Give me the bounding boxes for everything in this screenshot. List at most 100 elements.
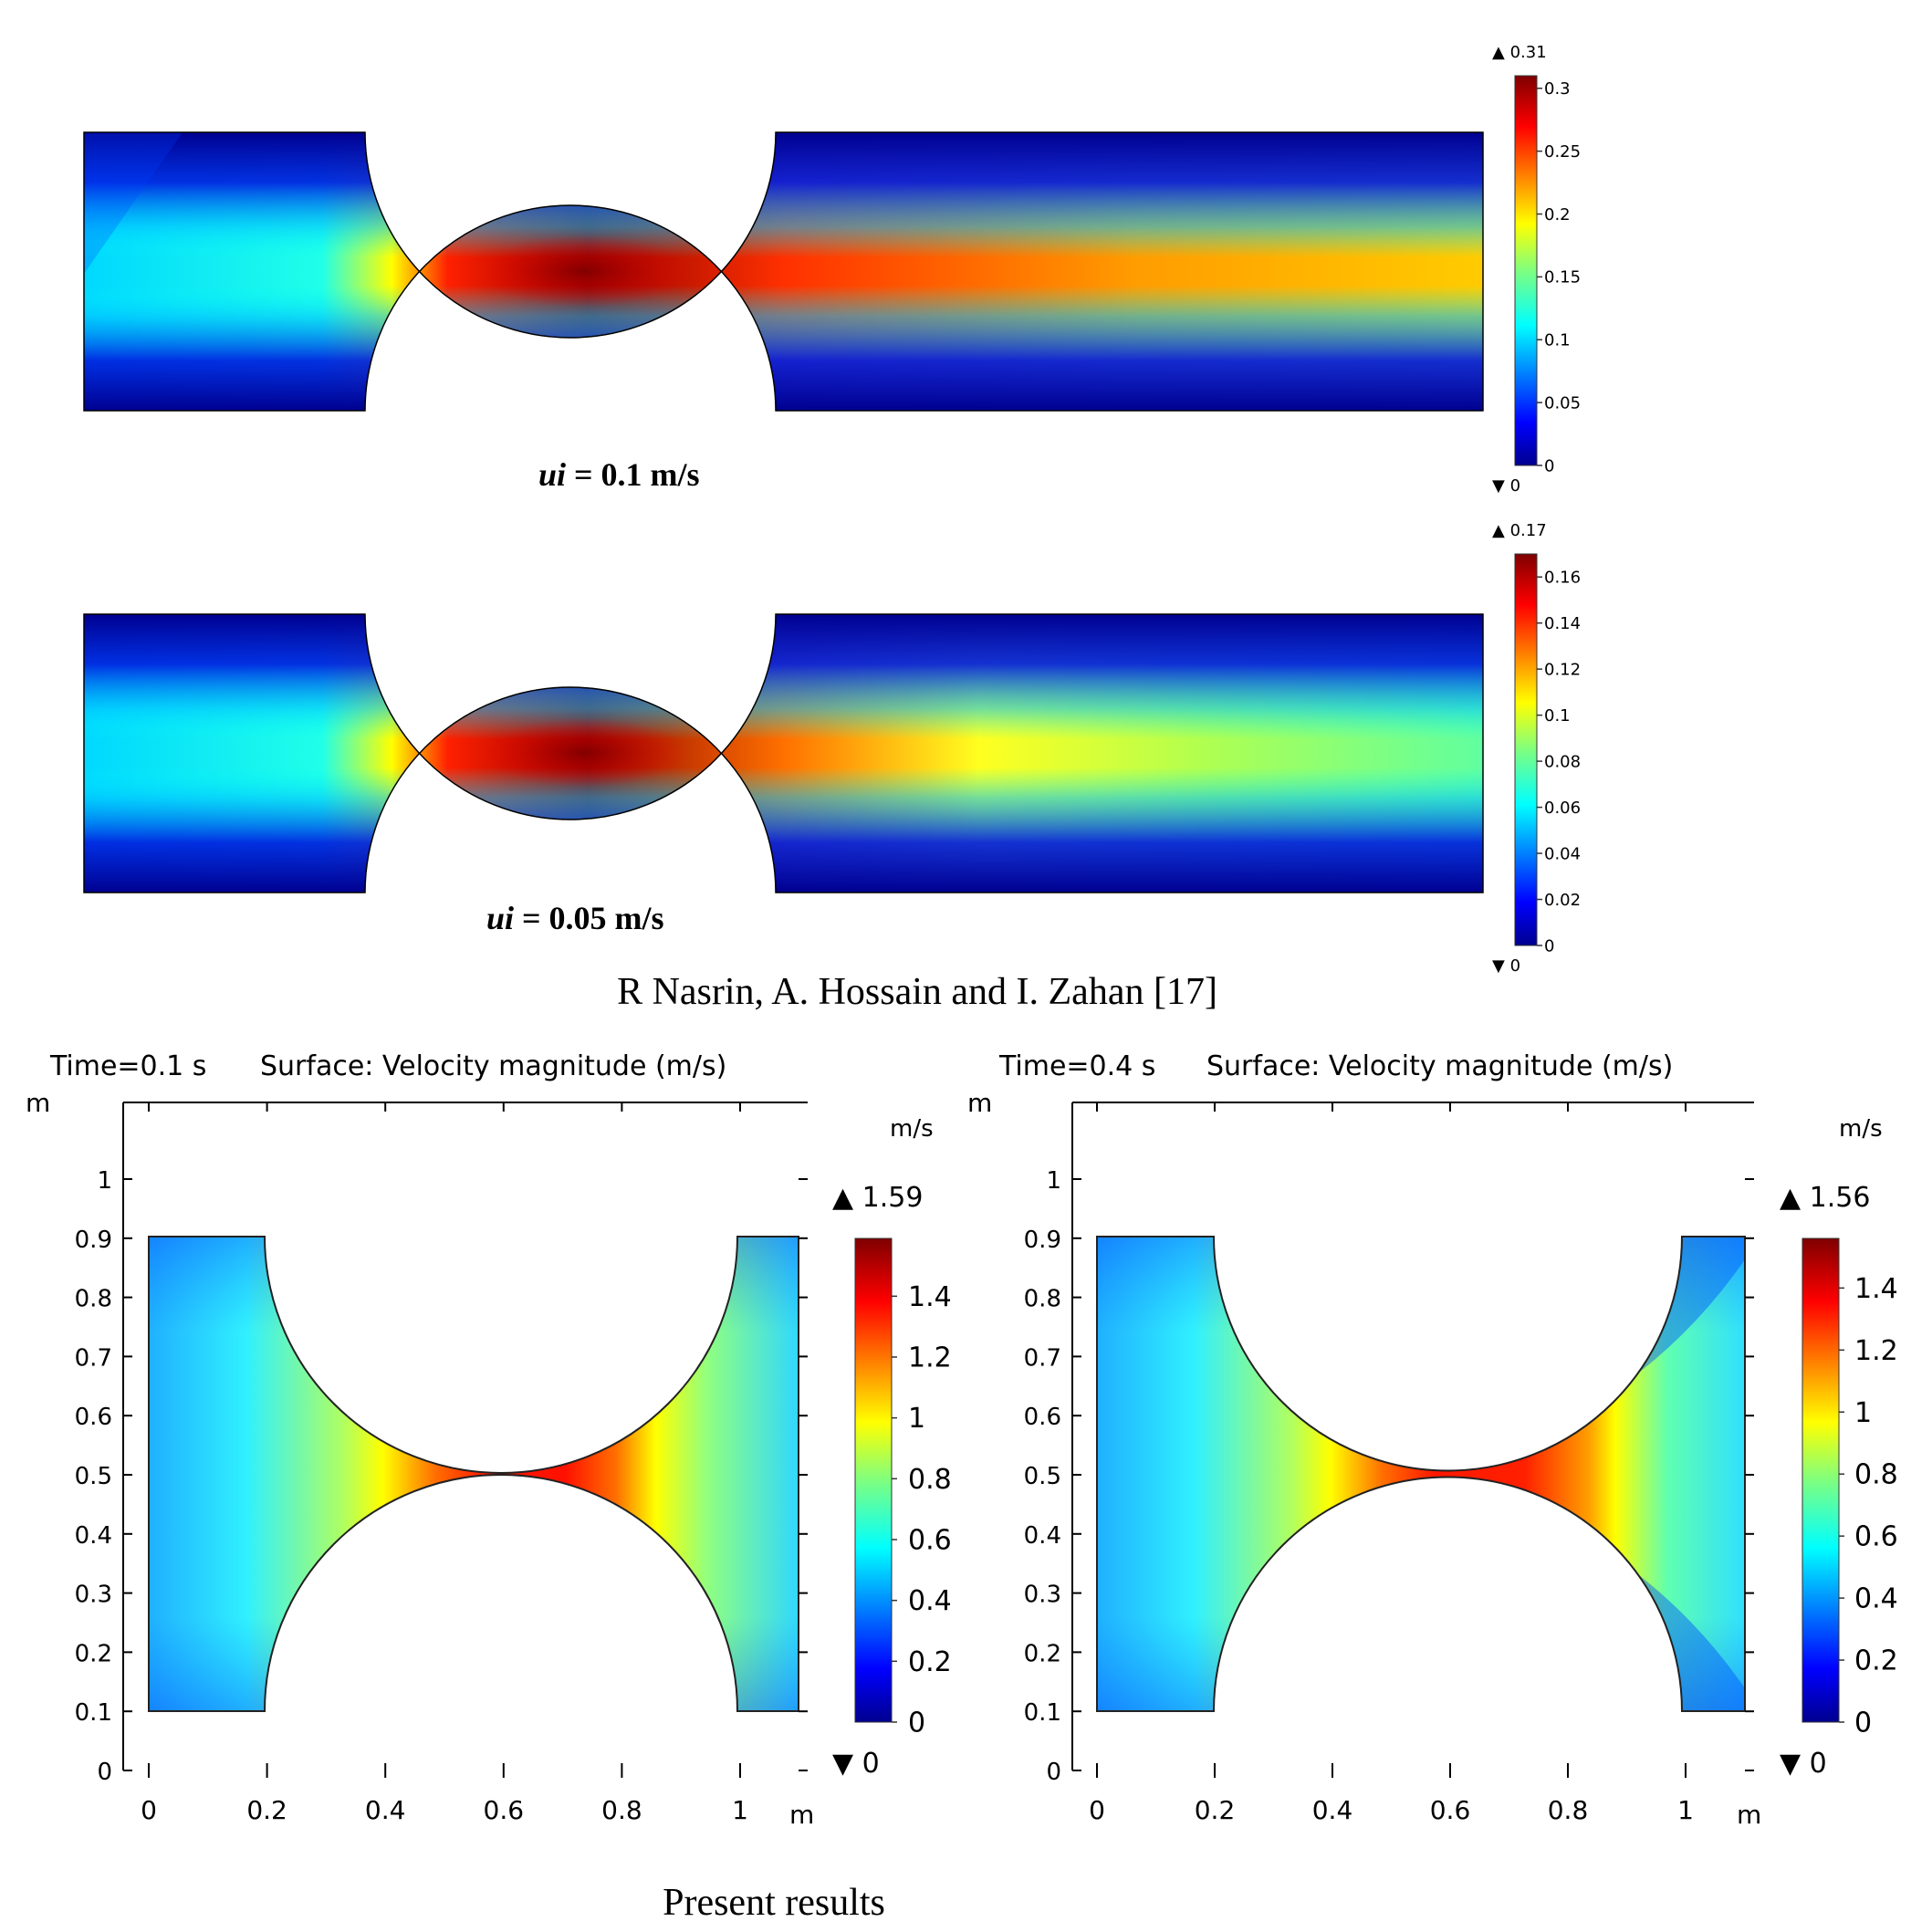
colorbar-tick-label: 0.1 [1544, 331, 1571, 350]
y-tick-label: 0.1 [75, 1699, 112, 1727]
panel-time-0-4: Time=0.4 s Surface: Velocity magnitude (… [967, 1050, 1898, 1830]
y-tick-label: 0.3 [1024, 1582, 1061, 1609]
colorbar-t-0-4: 1.4 1.2 1 0.8 0.6 0.4 0.2 0 ▲ 1.56 ▼ 0 [1780, 1182, 1898, 1780]
colorbar-tick-label: 0.6 [1854, 1521, 1898, 1553]
colorbar-tick-label: 0.05 [1544, 393, 1581, 413]
colorbar-ui-0-1: 0.3 0.25 0.2 0.15 0.1 0.05 0 ▲ 0.31 ▼ 0 [1492, 43, 1581, 496]
plot-title: Surface: Velocity magnitude (m/s) [260, 1050, 726, 1082]
colorbar-tick-label: 0.8 [1854, 1459, 1898, 1491]
colorbar-tick-label: 1.4 [908, 1281, 952, 1313]
colorbar-tick-label: 0.6 [908, 1525, 952, 1557]
panel-time-0-1: Time=0.1 s Surface: Velocity magnitude (… [26, 1050, 952, 1830]
y-tick-label: 0.6 [1024, 1404, 1061, 1431]
velocity-field-ui-0-1 [84, 132, 1483, 411]
axes-t-0-1: 0 0.2 0.4 0.6 0.8 1 0 0.1 0.2 0.3 0.4 0.5 0.6 0.7 0.8 0… [75, 1102, 808, 1825]
colorbar-tick-label: 1 [908, 1403, 925, 1435]
colorbar-ui-0-05: 0.16 0.14 0.12 0.1 0.08 0.06 0.04 0.02 0 ▲ 0.17 ▼ … [1492, 521, 1581, 976]
y-tick-label: 0.5 [75, 1463, 112, 1490]
colorbar-gradient [854, 1238, 893, 1723]
velocity-field-ui-0-05 [84, 614, 1483, 893]
y-unit-label: m [26, 1088, 50, 1118]
colorbar-tick-label: 0.2 [1544, 205, 1571, 225]
y-tick-label: 0 [1046, 1759, 1061, 1786]
colorbar-tick-label: 0.25 [1544, 142, 1581, 162]
y-tick-label: 1 [1046, 1167, 1061, 1195]
plot-title: Surface: Velocity magnitude (m/s) [1206, 1050, 1673, 1082]
x-unit-label: m [1737, 1800, 1761, 1830]
colorbar-tick-label: 0.16 [1544, 569, 1581, 588]
colorbar-tick-label: 1.4 [1854, 1273, 1898, 1305]
x-tick-label: 0.4 [1312, 1795, 1353, 1825]
y-unit-label: m [967, 1088, 992, 1118]
y-tick-label: 0.2 [75, 1640, 112, 1667]
colorbar-max-label: ▲ 0.17 [1492, 521, 1547, 540]
x-tick-label: 0.8 [1548, 1795, 1589, 1825]
colorbar-min-label: ▼ 0 [1492, 956, 1520, 976]
y-tick-label: 0.4 [75, 1522, 112, 1550]
y-tick-label: 0.7 [1024, 1344, 1061, 1372]
colorbar-tick-label: 0.8 [908, 1464, 952, 1496]
colorbar-tick-label: 0.04 [1544, 844, 1581, 863]
time-label: Time=0.4 s [998, 1050, 1155, 1082]
x-tick-label: 0.4 [365, 1795, 406, 1825]
colorbar-tick-label: 0.2 [1854, 1645, 1898, 1677]
panel-ui-0-1: ui = 0.1 m/s 0.3 0.25 0.2 0.15 0.1 0.05 0 ▲ 0.3… [83, 43, 1581, 496]
y-tick-label: 0.5 [1024, 1463, 1061, 1490]
colorbar-t-0-1: 1.4 1.2 1 0.8 0.6 0.4 0.2 0 ▲ 1.59 ▼ 0 [832, 1182, 952, 1780]
present-results-caption: Present results [663, 1882, 885, 1924]
colorbar-tick-label: 0 [1544, 936, 1554, 956]
y-tick-label: 0.9 [1024, 1227, 1061, 1254]
y-tick-label: 0.7 [75, 1344, 112, 1372]
colorbar-min-label: ▼ 0 [1780, 1748, 1827, 1780]
x-tick-label: 0.8 [601, 1795, 642, 1825]
colorbar-gradient [1514, 75, 1538, 466]
colorbar-tick-label: 0.14 [1544, 614, 1581, 633]
colorbar-tick-label: 0.3 [1544, 79, 1571, 99]
colorbar-tick-label: 0 [1854, 1707, 1872, 1739]
y-tick-label: 1 [97, 1167, 112, 1195]
x-tick-label: 0 [1089, 1795, 1105, 1825]
x-tick-label: 0.2 [1195, 1795, 1236, 1825]
x-tick-label: 1 [1677, 1795, 1694, 1825]
panel-label-ui-0-05: ui = 0.05 m/s [486, 900, 664, 936]
y-tick-label: 0.8 [1024, 1286, 1061, 1313]
colorbar-min-label: ▼ 0 [832, 1748, 880, 1780]
y-tick-label: 0.2 [1024, 1640, 1061, 1667]
axes-t-0-4: 0 0.2 0.4 0.6 0.8 1 0 0.1 0.2 0.3 0.4 0.5 0.6 0.7 0.8 0… [1024, 1102, 1754, 1825]
velocity-field-t-0-1 [149, 1237, 799, 1711]
y-tick-label: 0.8 [75, 1286, 112, 1313]
x-tick-label: 0.6 [1430, 1795, 1471, 1825]
panel-label-ui-0-1: ui = 0.1 m/s [538, 456, 700, 493]
y-tick-label: 0.4 [1024, 1522, 1061, 1550]
y-tick-label: 0 [97, 1759, 112, 1786]
colorbar-tick-label: 0.2 [908, 1646, 952, 1678]
colorbar-max-label: ▲ 1.56 [1780, 1182, 1870, 1214]
y-tick-label: 0.3 [75, 1582, 112, 1609]
y-tick-label: 0.1 [1024, 1699, 1061, 1727]
colorbar-unit: m/s [890, 1115, 934, 1143]
colorbar-tick-label: 1.2 [908, 1342, 952, 1374]
colorbar-tick-label: 0.12 [1544, 660, 1581, 679]
x-tick-label: 0 [141, 1795, 157, 1825]
time-label: Time=0.1 s [49, 1050, 206, 1082]
panel-ui-0-05: ui = 0.05 m/s 0.16 0.14 0.12 0.1 0.08 0.06 0.0… [83, 521, 1581, 976]
colorbar-tick-label: 1 [1854, 1397, 1872, 1429]
colorbar-tick-label: 1.2 [1854, 1335, 1898, 1367]
colorbar-tick-label: 0.4 [1854, 1583, 1898, 1615]
reference-caption: R Nasrin, A. Hossain and I. Zahan [17] [617, 971, 1217, 1013]
colorbar-max-label: ▲ 1.59 [832, 1182, 923, 1214]
colorbar-min-label: ▼ 0 [1492, 476, 1520, 496]
x-tick-label: 0.2 [246, 1795, 287, 1825]
colorbar-tick-label: 0.4 [908, 1585, 952, 1617]
colorbar-tick-label: 0.02 [1544, 891, 1581, 910]
x-tick-label: 1 [732, 1795, 748, 1825]
colorbar-tick-label: 0.1 [1544, 706, 1571, 726]
colorbar-max-label: ▲ 0.31 [1492, 43, 1547, 62]
colorbar-tick-label: 0 [908, 1707, 925, 1739]
colorbar-tick-label: 0.15 [1544, 268, 1581, 287]
x-unit-label: m [789, 1800, 814, 1830]
y-tick-label: 0.6 [75, 1404, 112, 1431]
colorbar-tick-label: 0.06 [1544, 799, 1581, 818]
colorbar-tick-label: 0.08 [1544, 752, 1581, 771]
